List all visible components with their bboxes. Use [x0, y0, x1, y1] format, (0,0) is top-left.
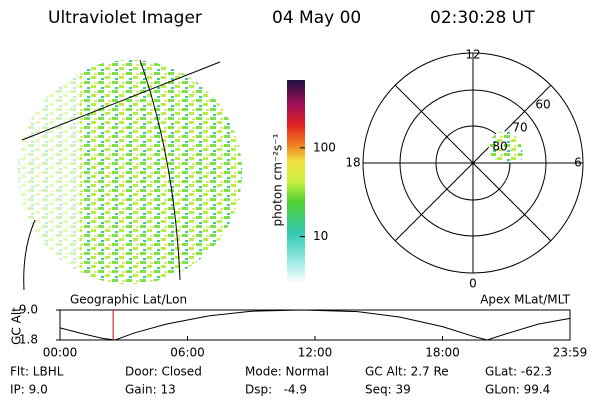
- footer-field: Flt: LBHL: [10, 365, 64, 379]
- footer-field: GLon: 99.4: [485, 383, 550, 397]
- y-axis-label: GC Alt: [10, 307, 24, 345]
- x-tick-label: 00:00: [43, 346, 78, 360]
- footer-field: GLat: -62.3: [485, 365, 552, 379]
- y-tick-label: 9.0: [19, 303, 38, 317]
- geo-line: [21, 61, 221, 141]
- x-tick-label: 12:00: [298, 346, 333, 360]
- geo-line: [139, 59, 181, 281]
- colorbar: [287, 80, 305, 283]
- left-caption: Geographic Lat/Lon: [70, 293, 187, 307]
- mlt-label: 0: [469, 277, 477, 291]
- colorbar-tick-label: 10: [313, 229, 328, 243]
- right-caption: Apex MLat/MLT: [480, 293, 570, 307]
- title: Ultraviolet Imager: [48, 8, 202, 28]
- x-tick-label: 18:00: [425, 346, 460, 360]
- time: 02:30:28 UT: [430, 8, 535, 28]
- x-tick-label: 06:00: [170, 346, 205, 360]
- footer-field: GC Alt: 2.7 Re: [365, 365, 449, 379]
- footer-field: Gain: 13: [125, 383, 176, 397]
- footer-field: Door: Closed: [125, 365, 202, 379]
- x-tick-label: 23:59: [553, 346, 588, 360]
- polar-grid: [362, 52, 584, 274]
- geo-line: [23, 219, 36, 291]
- footer-field: IP: 9.0: [10, 383, 48, 397]
- footer-field: Dsp: -4.9: [245, 383, 307, 397]
- date: 04 May 00: [272, 8, 361, 28]
- lat-label: 80: [492, 140, 507, 154]
- auroral-blob: [488, 131, 523, 163]
- footer-field: Mode: Normal: [245, 365, 329, 379]
- lat-label: 70: [512, 121, 527, 135]
- mlt-label: 12: [465, 48, 480, 62]
- plot-frame: [59, 309, 571, 341]
- footer-field: Seq: 39: [365, 383, 411, 397]
- altitude-line: [59, 309, 571, 341]
- mlt-label: 6: [574, 156, 582, 170]
- geo-image: [18, 60, 242, 284]
- colorbar-tick-label: 100: [313, 140, 336, 154]
- colorbar-label: photon cm⁻²s⁻¹: [271, 133, 285, 226]
- y-tick-label: 1.8: [19, 333, 38, 347]
- lat-label: 60: [535, 98, 550, 112]
- mlt-label: 18: [345, 156, 360, 170]
